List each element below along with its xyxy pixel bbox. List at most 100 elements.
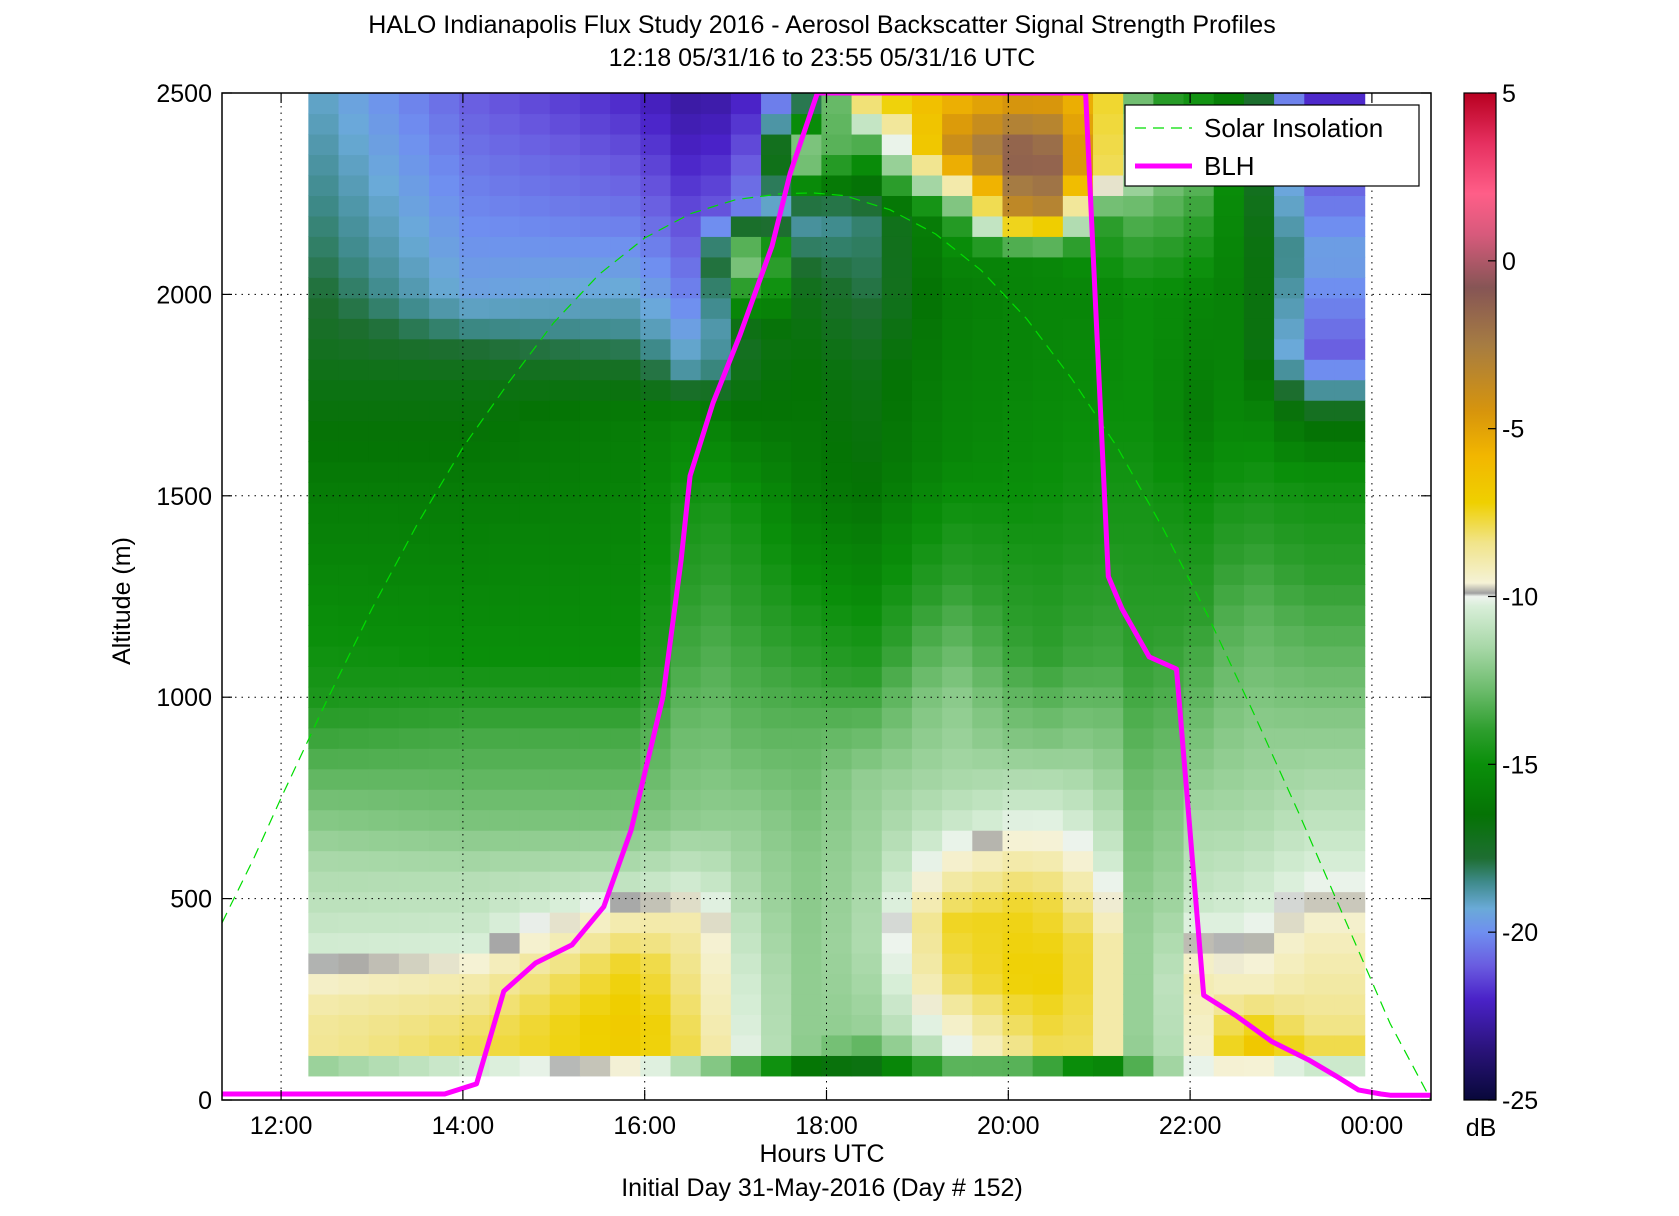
heatmap-cell xyxy=(459,830,491,852)
heatmap-cell xyxy=(398,522,430,545)
heatmap-cell xyxy=(610,113,641,135)
heatmap-cell xyxy=(1032,584,1064,606)
heatmap-cell xyxy=(398,912,430,934)
heatmap-cell xyxy=(821,174,853,196)
heatmap-cell xyxy=(338,584,370,606)
heatmap-cell xyxy=(549,154,581,176)
heatmap-cell xyxy=(519,359,551,381)
heatmap-cell xyxy=(549,604,581,626)
heatmap-cell xyxy=(1213,850,1245,872)
heatmap-cell xyxy=(1334,666,1366,688)
heatmap-cell xyxy=(1243,891,1275,913)
heatmap-cell xyxy=(1213,461,1245,483)
heatmap-cell xyxy=(489,789,521,811)
heatmap-cell xyxy=(761,748,792,770)
heatmap-cell xyxy=(1153,830,1185,852)
heatmap-cell xyxy=(911,482,943,504)
heatmap-cell xyxy=(881,666,913,688)
heatmap-cell xyxy=(1274,871,1305,893)
heatmap-cell xyxy=(1153,891,1185,913)
heatmap-cell xyxy=(1183,1034,1215,1056)
heatmap-cell xyxy=(851,461,883,483)
heatmap-cell xyxy=(730,174,762,196)
heatmap-cell xyxy=(308,932,340,954)
heatmap-cell xyxy=(851,973,883,995)
heatmap-cell xyxy=(791,768,823,790)
heatmap-cell xyxy=(579,830,611,852)
heatmap-cell xyxy=(821,154,853,176)
heatmap-cell xyxy=(459,277,491,299)
heatmap-cell xyxy=(972,604,1004,626)
heatmap-cell xyxy=(851,912,883,934)
heatmap-cell xyxy=(700,973,732,995)
heatmap-cell xyxy=(670,686,702,708)
heatmap-cell xyxy=(549,297,581,319)
heatmap-cell xyxy=(1123,993,1154,1016)
heatmap-cell xyxy=(1032,727,1064,749)
heatmap-cell xyxy=(1123,563,1154,586)
heatmap-cell xyxy=(730,871,762,893)
heatmap-cell xyxy=(1304,563,1336,586)
heatmap-cell xyxy=(1243,236,1275,258)
heatmap-cell xyxy=(1123,850,1154,872)
heatmap-cell xyxy=(761,441,792,463)
heatmap-cell xyxy=(489,441,521,463)
heatmap-cell xyxy=(1243,318,1275,340)
heatmap-cell xyxy=(851,625,883,647)
heatmap-cell xyxy=(308,482,340,504)
heatmap-cell xyxy=(1062,1014,1094,1036)
heatmap-cell xyxy=(1153,195,1185,217)
heatmap-cell xyxy=(549,993,581,1016)
heatmap-cell xyxy=(1093,502,1124,524)
heatmap-cell xyxy=(1093,768,1124,790)
heatmap-cell xyxy=(308,563,340,586)
heatmap-cell xyxy=(1062,604,1094,626)
y-tick-label: 1000 xyxy=(156,684,212,712)
heatmap-cell xyxy=(1123,522,1154,545)
heatmap-cell xyxy=(519,789,551,811)
heatmap-cell xyxy=(579,645,611,667)
heatmap-cell xyxy=(1153,522,1185,545)
heatmap-cell xyxy=(730,789,762,811)
heatmap-cell xyxy=(338,502,370,524)
heatmap-cell xyxy=(459,768,491,790)
heatmap-cell xyxy=(519,93,551,115)
heatmap-cell xyxy=(821,420,853,442)
heatmap-cell xyxy=(610,236,641,258)
heatmap-cell xyxy=(1002,768,1034,790)
heatmap-cell xyxy=(368,891,400,913)
heatmap-cell xyxy=(670,359,702,381)
heatmap-cell xyxy=(368,318,400,340)
heatmap-cell xyxy=(489,993,521,1016)
heatmap-cell xyxy=(398,277,430,299)
heatmap-cell xyxy=(911,686,943,708)
heatmap-cell xyxy=(338,522,370,545)
heatmap-cell xyxy=(1032,318,1064,340)
heatmap-cell xyxy=(1183,789,1215,811)
heatmap-cell xyxy=(338,461,370,483)
heatmap-cell xyxy=(1183,256,1215,278)
heatmap-cell xyxy=(1002,256,1034,278)
heatmap-cell xyxy=(791,318,823,340)
heatmap-cell xyxy=(1032,420,1064,442)
heatmap-cell xyxy=(942,604,973,626)
heatmap-cell xyxy=(1032,625,1064,647)
heatmap-cell xyxy=(1334,809,1366,831)
heatmap-cell xyxy=(1002,584,1034,606)
heatmap-cell xyxy=(1123,1014,1154,1036)
heatmap-cell xyxy=(1243,1014,1275,1036)
heatmap-cell xyxy=(398,420,430,442)
heatmap-cell xyxy=(1032,666,1064,688)
heatmap-cell xyxy=(730,993,762,1016)
heatmap-cell xyxy=(1334,256,1366,278)
heatmap-cell xyxy=(398,1014,430,1036)
heatmap-cell xyxy=(549,584,581,606)
heatmap-cell xyxy=(1183,379,1215,401)
heatmap-cell xyxy=(1304,584,1336,606)
heatmap-cell xyxy=(791,277,823,299)
heatmap-cell xyxy=(429,973,460,995)
heatmap-cell xyxy=(730,482,762,504)
heatmap-cell xyxy=(1274,318,1305,340)
heatmap-cell xyxy=(610,871,641,893)
heatmap-cell xyxy=(881,502,913,524)
